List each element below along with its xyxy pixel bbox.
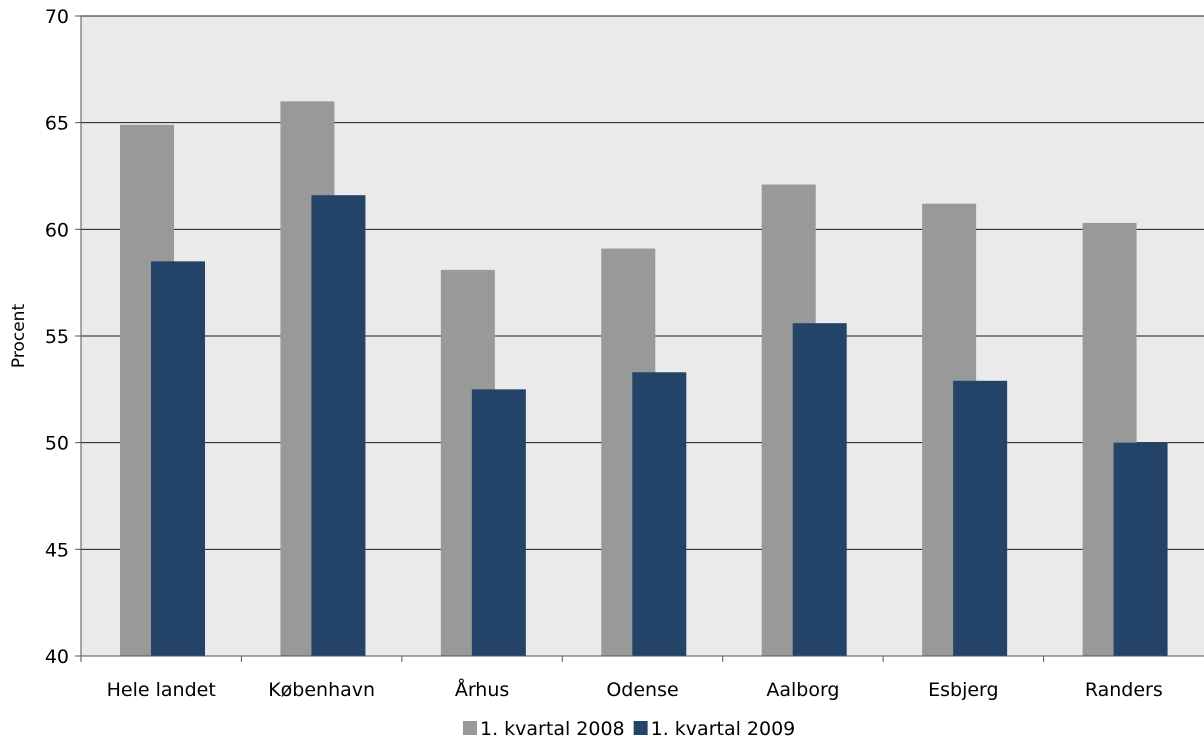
- x-tick-label: Århus: [455, 678, 509, 701]
- y-tick-label: 60: [45, 219, 69, 241]
- legend-label: 1. kvartal 2009: [651, 718, 796, 740]
- x-tick-label: København: [268, 679, 375, 701]
- axes: [75, 15, 1204, 662]
- legend-swatch: [463, 721, 477, 735]
- bar-2009: [632, 372, 687, 656]
- bar-2009: [953, 380, 1008, 656]
- y-tick-label: 65: [45, 113, 69, 135]
- bar-2009: [311, 195, 366, 656]
- x-tick-label: Randers: [1085, 679, 1163, 701]
- y-tick-labels: 40 45 50 55 60 65 70: [45, 6, 69, 668]
- legend-label: 1. kvartal 2008: [480, 718, 625, 740]
- bars: [120, 101, 1168, 657]
- x-tick-label: Esbjerg: [928, 679, 998, 701]
- bar-2009: [471, 389, 526, 656]
- y-axis-title: Procent: [9, 304, 29, 369]
- y-tick-label: 50: [45, 433, 69, 455]
- legend-swatch: [633, 721, 648, 735]
- x-tick-label: Aalborg: [766, 679, 839, 701]
- x-tick-labels: Hele landet København Århus Odense Aalborg Es…: [107, 678, 1163, 701]
- x-tick-label: Hele landet: [107, 679, 216, 701]
- bar-2009: [792, 323, 847, 656]
- y-tick-label: 40: [45, 646, 69, 668]
- y-tick-label: 70: [45, 6, 69, 28]
- bar-2009: [151, 261, 205, 656]
- y-tick-label: 55: [45, 326, 69, 348]
- x-tick-label: Odense: [606, 679, 678, 701]
- bar-2009: [1113, 442, 1168, 656]
- y-tick-label: 45: [45, 539, 69, 561]
- legend: 1. kvartal 2008 1. kvartal 2009: [463, 718, 795, 740]
